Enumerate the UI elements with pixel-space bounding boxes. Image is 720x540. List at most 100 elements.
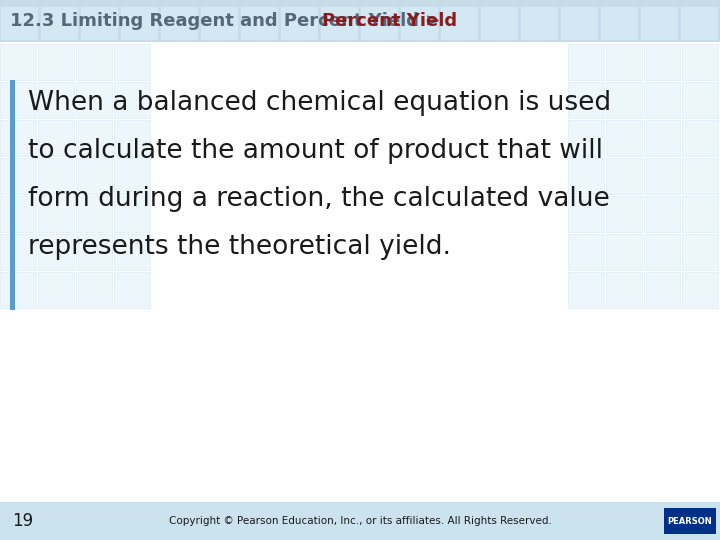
Bar <box>606 158 642 194</box>
Bar <box>38 120 74 156</box>
Bar <box>38 44 74 80</box>
Bar <box>0 538 720 540</box>
Text: 19: 19 <box>12 512 33 530</box>
Bar <box>606 234 642 270</box>
Bar <box>568 234 604 270</box>
Bar <box>76 120 112 156</box>
Bar <box>640 6 678 40</box>
Bar <box>38 158 74 194</box>
Bar <box>0 516 720 518</box>
Bar <box>0 82 36 118</box>
Bar <box>76 196 112 232</box>
Bar <box>10 80 15 310</box>
Bar <box>0 520 720 522</box>
Bar <box>568 120 604 156</box>
Bar <box>680 6 718 40</box>
Bar <box>0 534 720 536</box>
Bar <box>0 234 36 270</box>
Text: represents the theoretical yield.: represents the theoretical yield. <box>28 234 451 260</box>
Bar <box>644 82 680 118</box>
Bar <box>240 6 278 40</box>
Bar <box>682 158 718 194</box>
Bar <box>606 120 642 156</box>
Bar <box>114 44 150 80</box>
Bar <box>644 44 680 80</box>
Bar <box>682 234 718 270</box>
Bar <box>682 120 718 156</box>
Bar <box>606 82 642 118</box>
Bar <box>0 526 720 528</box>
Bar <box>682 196 718 232</box>
Bar <box>160 6 198 40</box>
Bar <box>644 120 680 156</box>
Text: Copyright © Pearson Education, Inc., or its affiliates. All Rights Reserved.: Copyright © Pearson Education, Inc., or … <box>168 516 552 526</box>
Bar <box>80 6 118 40</box>
Text: PEARSON: PEARSON <box>667 516 712 525</box>
Bar <box>682 272 718 308</box>
Bar <box>0 528 720 530</box>
Bar <box>114 196 150 232</box>
Text: When a balanced chemical equation is used: When a balanced chemical equation is use… <box>28 90 611 116</box>
Bar <box>644 158 680 194</box>
Bar <box>0 500 720 502</box>
Bar <box>280 6 318 40</box>
Bar <box>568 196 604 232</box>
Bar <box>114 82 150 118</box>
Bar <box>606 196 642 232</box>
Bar <box>320 6 358 40</box>
Bar <box>40 6 78 40</box>
Bar <box>76 272 112 308</box>
Bar <box>0 518 720 520</box>
Bar <box>606 44 642 80</box>
Bar <box>0 508 720 510</box>
Bar <box>568 82 604 118</box>
Bar <box>440 6 478 40</box>
Bar <box>0 44 36 80</box>
Text: to calculate the amount of product that will: to calculate the amount of product that … <box>28 138 603 164</box>
Bar <box>0 514 720 516</box>
Bar <box>600 6 638 40</box>
Bar <box>76 234 112 270</box>
Bar <box>682 82 718 118</box>
Bar <box>76 82 112 118</box>
Text: form during a reaction, the calculated value: form during a reaction, the calculated v… <box>28 186 610 212</box>
Bar <box>114 120 150 156</box>
Bar <box>644 196 680 232</box>
Bar <box>0 6 38 40</box>
Bar <box>568 272 604 308</box>
Bar <box>0 502 720 504</box>
Bar <box>0 510 720 512</box>
Bar <box>520 6 558 40</box>
Bar <box>38 196 74 232</box>
Bar <box>120 6 158 40</box>
Bar <box>568 158 604 194</box>
Text: 12.3 Limiting Reagent and Percent Yield >: 12.3 Limiting Reagent and Percent Yield … <box>10 12 446 30</box>
Bar <box>664 508 716 534</box>
Bar <box>0 512 720 514</box>
Bar <box>200 6 238 40</box>
Bar <box>644 272 680 308</box>
Bar <box>0 502 720 540</box>
Bar <box>0 120 36 156</box>
Bar <box>76 44 112 80</box>
Bar <box>0 196 36 232</box>
Bar <box>0 158 36 194</box>
Bar <box>606 272 642 308</box>
Bar <box>0 522 720 524</box>
Text: Percent Yield: Percent Yield <box>322 12 457 30</box>
Bar <box>400 6 438 40</box>
Bar <box>360 6 398 40</box>
Bar <box>38 234 74 270</box>
Bar <box>0 536 720 538</box>
Bar <box>114 234 150 270</box>
Bar <box>682 44 718 80</box>
Bar <box>114 272 150 308</box>
Bar <box>644 234 680 270</box>
Bar <box>0 506 720 508</box>
Bar <box>114 158 150 194</box>
Bar <box>76 158 112 194</box>
Bar <box>0 532 720 534</box>
Bar <box>38 272 74 308</box>
Bar <box>0 530 720 532</box>
Bar <box>0 0 720 42</box>
